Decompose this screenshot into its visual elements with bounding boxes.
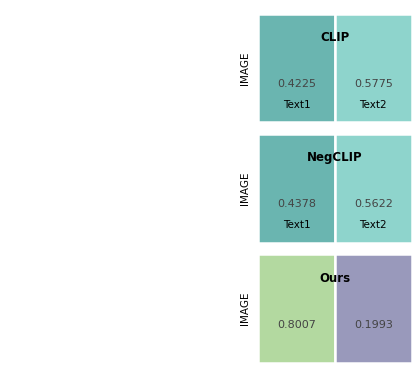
Text: Text1: Text1 [283,220,310,230]
Text: 0.8007: 0.8007 [277,320,316,330]
Text: 0.5775: 0.5775 [354,79,393,89]
Text: 0.4225: 0.4225 [277,79,316,89]
Text: Text1: Text1 [283,100,310,110]
Bar [335,134,412,242]
Text: Text2: Text2 [360,100,387,110]
Text: IMAGE: IMAGE [239,292,249,325]
Bar [258,134,335,242]
Text: 0.4378: 0.4378 [277,199,316,210]
Bar [258,254,335,363]
Text: 0.1993: 0.1993 [354,320,393,330]
Text: NegCLIP: NegCLIP [307,151,363,164]
Text: IMAGE: IMAGE [239,51,249,85]
Text: 0.5622: 0.5622 [354,199,393,210]
Bar [335,14,412,122]
Text: CLIP: CLIP [320,31,349,44]
Bar [258,14,335,122]
Bar [335,254,412,363]
Text: Ours: Ours [319,272,351,284]
Text: Text2: Text2 [360,220,387,230]
Text: IMAGE: IMAGE [239,171,249,205]
